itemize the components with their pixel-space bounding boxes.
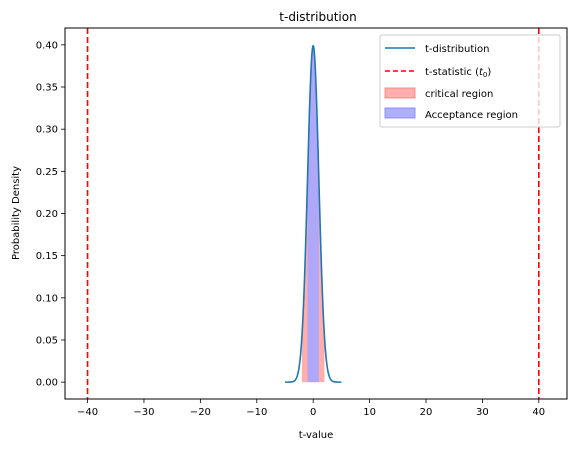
y-tick-label: 0.10 bbox=[36, 293, 58, 304]
y-tick-label: 0.25 bbox=[36, 167, 58, 178]
legend-label-critical-region: critical region bbox=[425, 89, 493, 100]
x-tick-label: 20 bbox=[420, 407, 433, 418]
x-tick-label: 40 bbox=[532, 407, 545, 418]
legend-swatch-critical-region bbox=[384, 87, 416, 99]
legend-label-acceptance-region: Acceptance region bbox=[425, 110, 518, 121]
y-tick-label: 0.40 bbox=[36, 40, 58, 51]
legend-box bbox=[379, 34, 561, 128]
x-axis: −40 −30 −20 −10 0 10 20 30 40 bbox=[77, 399, 545, 418]
y-tick-label: 0.00 bbox=[36, 378, 58, 389]
x-tick-label: −10 bbox=[246, 407, 267, 418]
legend-label-tstatistic: t-statistic (t0) bbox=[425, 67, 491, 79]
x-tick-label: −20 bbox=[190, 407, 211, 418]
legend-swatch-acceptance-region bbox=[384, 107, 416, 119]
y-axis: 0.00 0.05 0.10 0.15 0.20 0.25 0.30 0.35 0.40 bbox=[36, 40, 65, 389]
y-tick-label: 0.35 bbox=[36, 83, 58, 94]
x-tick-label: −30 bbox=[133, 407, 154, 418]
y-tick-label: 0.15 bbox=[36, 251, 58, 262]
y-tick-label: 0.20 bbox=[36, 209, 58, 220]
legend: t-distribution t-statistic (t0) critical… bbox=[379, 34, 561, 128]
x-tick-label: 0 bbox=[310, 407, 316, 418]
x-tick-label: −40 bbox=[77, 407, 98, 418]
y-tick-label: 0.05 bbox=[36, 335, 58, 346]
acceptance-region-fill-0 bbox=[307, 45, 319, 383]
y-tick-label: 0.30 bbox=[36, 125, 58, 136]
x-tick-label: 10 bbox=[363, 407, 376, 418]
plot-area bbox=[86, 28, 540, 399]
x-tick-label: 30 bbox=[476, 407, 489, 418]
y-axis-label: Probability Density bbox=[11, 166, 22, 260]
x-axis-label: t-value bbox=[299, 430, 334, 441]
t-distribution-curve bbox=[284, 44, 342, 383]
chart-title: t-distribution bbox=[279, 10, 356, 24]
legend-label-distribution: t-distribution bbox=[425, 44, 490, 55]
